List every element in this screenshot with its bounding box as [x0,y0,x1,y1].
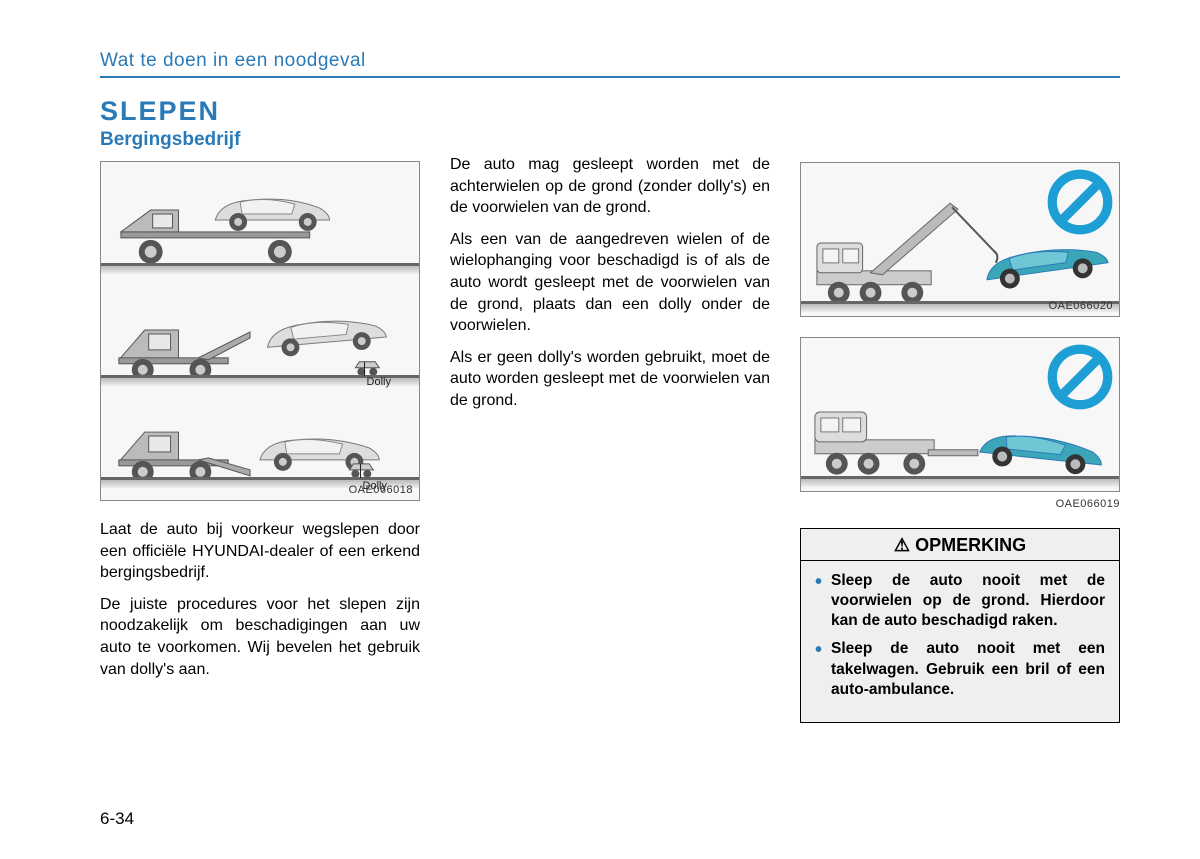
column-1: SLEPEN Bergingsbedrijf [100,96,420,723]
col1-paragraph-2: De juiste procedures voor het slepen zij… [100,594,420,680]
notice-box: ⚠ OPMERKING Sleep de auto nooit met de v… [800,528,1120,723]
col2-paragraph-1: De auto mag gesleept worden met de achte… [450,154,770,219]
notice-title: OPMERKING [915,535,1026,555]
chapter-title: Wat te doen in een noodgeval [100,50,1120,72]
figure-code-left: OAE066018 [349,484,413,496]
notice-item: Sleep de auto nooit met een takelwagen. … [815,639,1105,699]
prohibit-icon [1047,169,1113,235]
figure-prohibited-crane: OAE066020 [800,162,1120,317]
col1-paragraph-1: Laat de auto bij voorkeur wegslepen door… [100,519,420,584]
section-title: SLEPEN [100,96,420,127]
subsection-title: Bergingsbedrijf [100,129,420,151]
notice-heading: ⚠ OPMERKING [801,529,1119,561]
content-columns: SLEPEN Bergingsbedrijf [100,96,1120,723]
figure-prohibited-rear-lift [800,337,1120,492]
page-number: 6-34 [100,809,134,829]
header-rule [100,76,1120,78]
wheel-lift-rear-dolly-icon [101,274,419,386]
column-3: OAE066020 [800,96,1120,723]
column-2: De auto mag gesleept worden met de achte… [450,96,770,723]
figure-code-r2: OAE066019 [800,498,1120,510]
figure-towing-methods: Dolly [100,161,420,501]
figure-code-r1: OAE066020 [1049,300,1113,312]
flatbed-truck-icon [101,162,419,274]
col2-paragraph-2: Als een van de aangedreven wielen of de … [450,229,770,337]
notice-list: Sleep de auto nooit met de voorwielen op… [815,571,1105,700]
chapter-header: Wat te doen in een noodgeval [100,50,1120,78]
col2-paragraph-3: Als er geen dolly's worden gebruikt, moe… [450,347,770,412]
notice-item: Sleep de auto nooit met de voorwielen op… [815,571,1105,631]
prohibit-icon [1047,344,1113,410]
